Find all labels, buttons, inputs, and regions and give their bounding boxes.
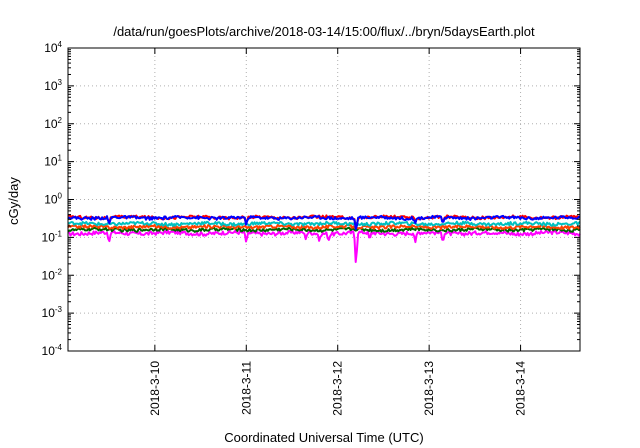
y-tick-exponent: -1	[55, 229, 63, 238]
y-tick-exponent: 1	[58, 154, 63, 163]
grid	[68, 48, 580, 351]
series-line	[67, 220, 581, 227]
y-tick-label: 104	[44, 40, 62, 55]
x-tick-label: 2018-3-12	[331, 361, 345, 416]
y-tick-exponent: -3	[55, 305, 63, 314]
y-tick-exponent: 2	[58, 116, 63, 125]
x-tick-label: 2018-3-10	[148, 361, 162, 416]
y-tick-label: 101	[44, 154, 62, 169]
chart-title: /data/run/goesPlots/archive/2018-03-14/1…	[113, 24, 535, 39]
x-axis-label: Coordinated Universal Time (UTC)	[224, 430, 423, 445]
y-tick-label: 100	[44, 192, 62, 207]
series-line	[67, 229, 581, 263]
y-tick-exponent: 4	[58, 40, 63, 49]
x-tick-label: 2018-3-11	[239, 361, 253, 415]
y-tick-label: 10-3	[42, 305, 63, 320]
y-tick-exponent: -4	[55, 343, 63, 352]
series-layer	[67, 214, 581, 263]
series-line	[67, 214, 581, 231]
ticks: 10410310210110010-110-210-310-42018-3-10…	[42, 40, 580, 416]
y-tick-label: 102	[44, 116, 62, 131]
y-tick-exponent: 3	[58, 78, 63, 87]
y-tick-label: 10-2	[42, 267, 63, 282]
y-tick-exponent: 0	[58, 192, 63, 201]
y-axis-label: cGy/day	[6, 177, 21, 225]
x-tick-label: 2018-3-14	[514, 361, 528, 416]
y-tick-exponent: -2	[55, 267, 63, 276]
y-tick-label: 10-1	[42, 229, 63, 244]
y-tick-label: 10-4	[42, 343, 63, 358]
x-tick-label: 2018-3-13	[422, 361, 436, 416]
series-line	[67, 223, 581, 231]
y-tick-label: 103	[44, 78, 62, 93]
